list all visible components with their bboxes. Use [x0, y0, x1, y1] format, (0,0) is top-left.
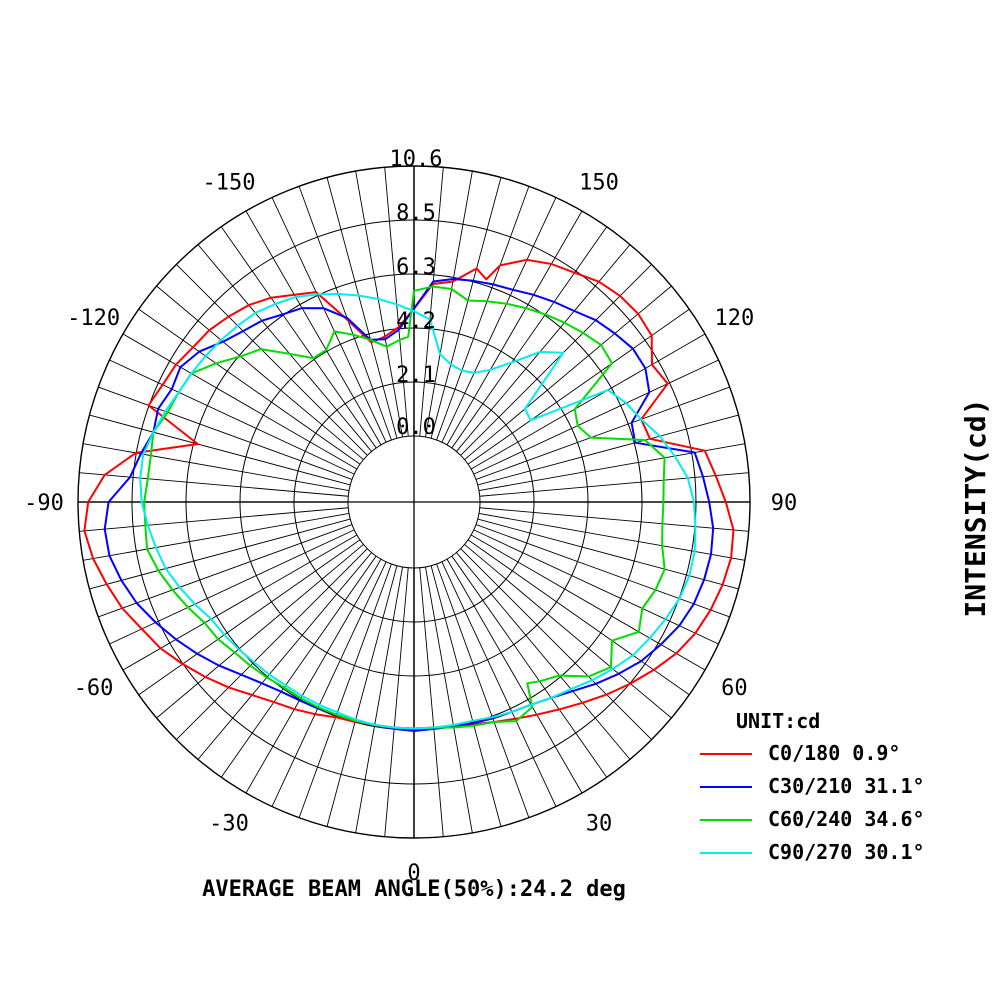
legend-entry-2: C60/240 34.6°	[768, 807, 925, 831]
grid-spoke	[245, 210, 382, 446]
series-line-3	[139, 293, 697, 730]
grid-spoke	[355, 171, 403, 438]
grid-spoke	[478, 443, 745, 491]
angle-label: -90	[24, 491, 64, 516]
grid-spoke	[419, 567, 444, 837]
grid-spoke	[477, 414, 739, 486]
grid-spoke	[271, 197, 387, 443]
grid-spoke	[473, 359, 719, 475]
ring-label: 2.1	[396, 363, 436, 388]
angle-label: 90	[771, 491, 798, 516]
ring-label: 8.5	[396, 201, 436, 226]
angle-label: 120	[715, 306, 755, 331]
grid-spoke	[326, 177, 398, 439]
grid-spoke	[436, 186, 530, 441]
grid-spoke	[451, 555, 608, 778]
footer-beam-angle: AVERAGE BEAM ANGLE(50%):24.2 deg	[202, 877, 626, 902]
grid-spoke	[446, 558, 583, 794]
grid-spoke	[197, 244, 372, 452]
grid-spoke	[98, 524, 353, 618]
angle-label: 60	[721, 676, 748, 701]
grid-spoke	[83, 443, 350, 491]
grid-spoke	[83, 513, 350, 561]
grid-spoke	[464, 285, 672, 460]
grid-spoke	[109, 359, 355, 475]
grid-spoke	[384, 567, 409, 837]
grid-spoke	[122, 534, 358, 671]
ring-label: 6.3	[396, 255, 436, 280]
angle-label: 150	[579, 171, 619, 196]
legend-entry-3: C90/270 30.1°	[768, 840, 925, 864]
grid-spoke	[197, 552, 372, 760]
grid-spoke	[464, 544, 672, 719]
angle-label: -120	[67, 306, 120, 331]
grid-spoke	[384, 167, 409, 437]
grid-spoke	[176, 548, 368, 740]
label-layer: 0.0 2.1 4.2 6.3 8.5 10.6 0 30 60 90 120 150 -30 -60 -9…	[24, 147, 797, 886]
grid-spoke	[89, 518, 351, 590]
grid-spoke	[430, 177, 502, 439]
grid-spoke	[355, 566, 403, 833]
grid-spoke	[436, 563, 530, 818]
grid-spoke	[446, 210, 583, 446]
angle-label: -60	[74, 676, 114, 701]
y-axis-label: INTENSITY(cd)	[959, 398, 992, 617]
grid-spoke	[460, 548, 652, 740]
grid-spoke	[298, 563, 392, 818]
grid-spoke	[478, 513, 745, 561]
grid-spoke	[475, 386, 730, 480]
grid-spoke	[470, 534, 706, 671]
grid-spoke	[220, 555, 377, 778]
grid-spoke	[479, 472, 749, 497]
grid-spoke	[467, 539, 690, 696]
series-line-2	[143, 285, 666, 730]
grid-spoke	[441, 197, 557, 443]
grid-spoke	[451, 226, 608, 449]
grid-spoke	[475, 524, 730, 618]
grid-spoke	[298, 186, 392, 441]
grid-spoke	[425, 566, 473, 833]
legend-entry-1: C30/210 31.1°	[768, 774, 925, 798]
legend-entry-0: C0/180 0.9°	[768, 741, 900, 765]
grid-spoke	[89, 414, 351, 486]
grid-spoke	[477, 518, 739, 590]
angle-label: -30	[209, 811, 249, 836]
legend-unit-label: UNIT:cd	[736, 709, 820, 733]
grid-spoke	[441, 561, 557, 807]
ring-label: 10.6	[390, 147, 443, 172]
angle-label: 30	[586, 811, 613, 836]
grid-spoke	[419, 167, 444, 437]
grid-spoke	[220, 226, 377, 449]
grid-spoke	[456, 244, 631, 452]
grid-spoke	[425, 171, 473, 438]
grid-spoke	[470, 333, 706, 470]
grid-spoke	[79, 507, 349, 532]
grid-spoke	[138, 308, 361, 465]
ring-label: 0.0	[396, 415, 436, 440]
grid-spoke	[156, 285, 364, 460]
series-layer	[83, 258, 735, 732]
angle-label: -150	[203, 171, 256, 196]
grid-spoke	[176, 264, 368, 456]
legend: UNIT:cd C0/180 0.9° C30/210 31.1° C60/240 …	[700, 709, 925, 864]
angle-label: 0	[407, 861, 420, 886]
grid-spoke	[109, 529, 355, 645]
grid-spoke	[479, 507, 749, 532]
grid-spoke	[460, 264, 652, 456]
grid-spoke	[122, 333, 358, 470]
grid-spoke	[156, 544, 364, 719]
grid-spoke	[79, 472, 349, 497]
grid-spoke	[271, 561, 387, 807]
ring-label: 4.2	[396, 309, 436, 334]
grid-spoke	[430, 565, 502, 827]
grid-spoke	[98, 386, 353, 480]
grid-spoke	[456, 552, 631, 760]
grid-spoke	[138, 539, 361, 696]
series-line-1	[103, 278, 715, 732]
grid-spoke	[473, 529, 719, 645]
grid-spoke	[326, 565, 398, 827]
grid-spoke	[245, 558, 382, 794]
